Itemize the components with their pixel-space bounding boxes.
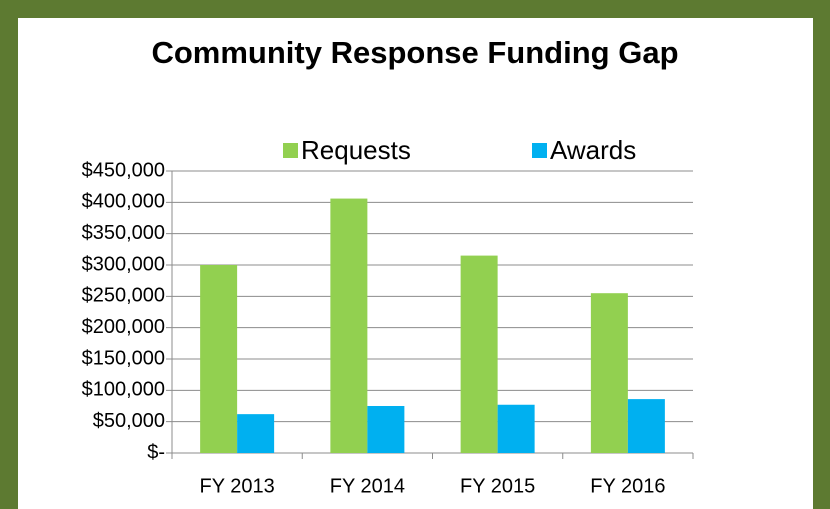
bar xyxy=(367,406,405,453)
x-tick-label: FY 2013 xyxy=(200,475,275,497)
x-tick-label: FY 2016 xyxy=(590,475,665,497)
y-tick-label: $- xyxy=(147,441,165,463)
y-tick-label: $200,000 xyxy=(82,316,165,338)
y-tick-label: $400,000 xyxy=(82,191,165,213)
legend-swatch xyxy=(532,143,547,158)
x-tick-label: FY 2014 xyxy=(330,475,405,497)
y-tick-label: $250,000 xyxy=(82,285,165,307)
y-tick-label: $300,000 xyxy=(82,253,165,275)
y-tick-label: $100,000 xyxy=(82,379,165,401)
chart-title: Community Response Funding Gap xyxy=(151,35,679,70)
bar xyxy=(330,198,368,453)
y-tick-label: $350,000 xyxy=(82,222,165,244)
bar xyxy=(497,404,535,453)
y-tick-label: $150,000 xyxy=(82,347,165,369)
y-tick-label: $450,000 xyxy=(82,159,165,181)
legend-swatch xyxy=(283,143,298,158)
chart-panel xyxy=(18,18,813,509)
y-tick-label: $50,000 xyxy=(93,410,165,432)
bar xyxy=(237,414,275,453)
bar xyxy=(590,293,628,453)
x-tick-label: FY 2015 xyxy=(460,475,535,497)
bar xyxy=(200,265,238,453)
bar xyxy=(460,255,498,453)
legend-label: Awards xyxy=(550,135,636,165)
bar xyxy=(627,399,665,453)
legend-label: Requests xyxy=(301,135,411,165)
